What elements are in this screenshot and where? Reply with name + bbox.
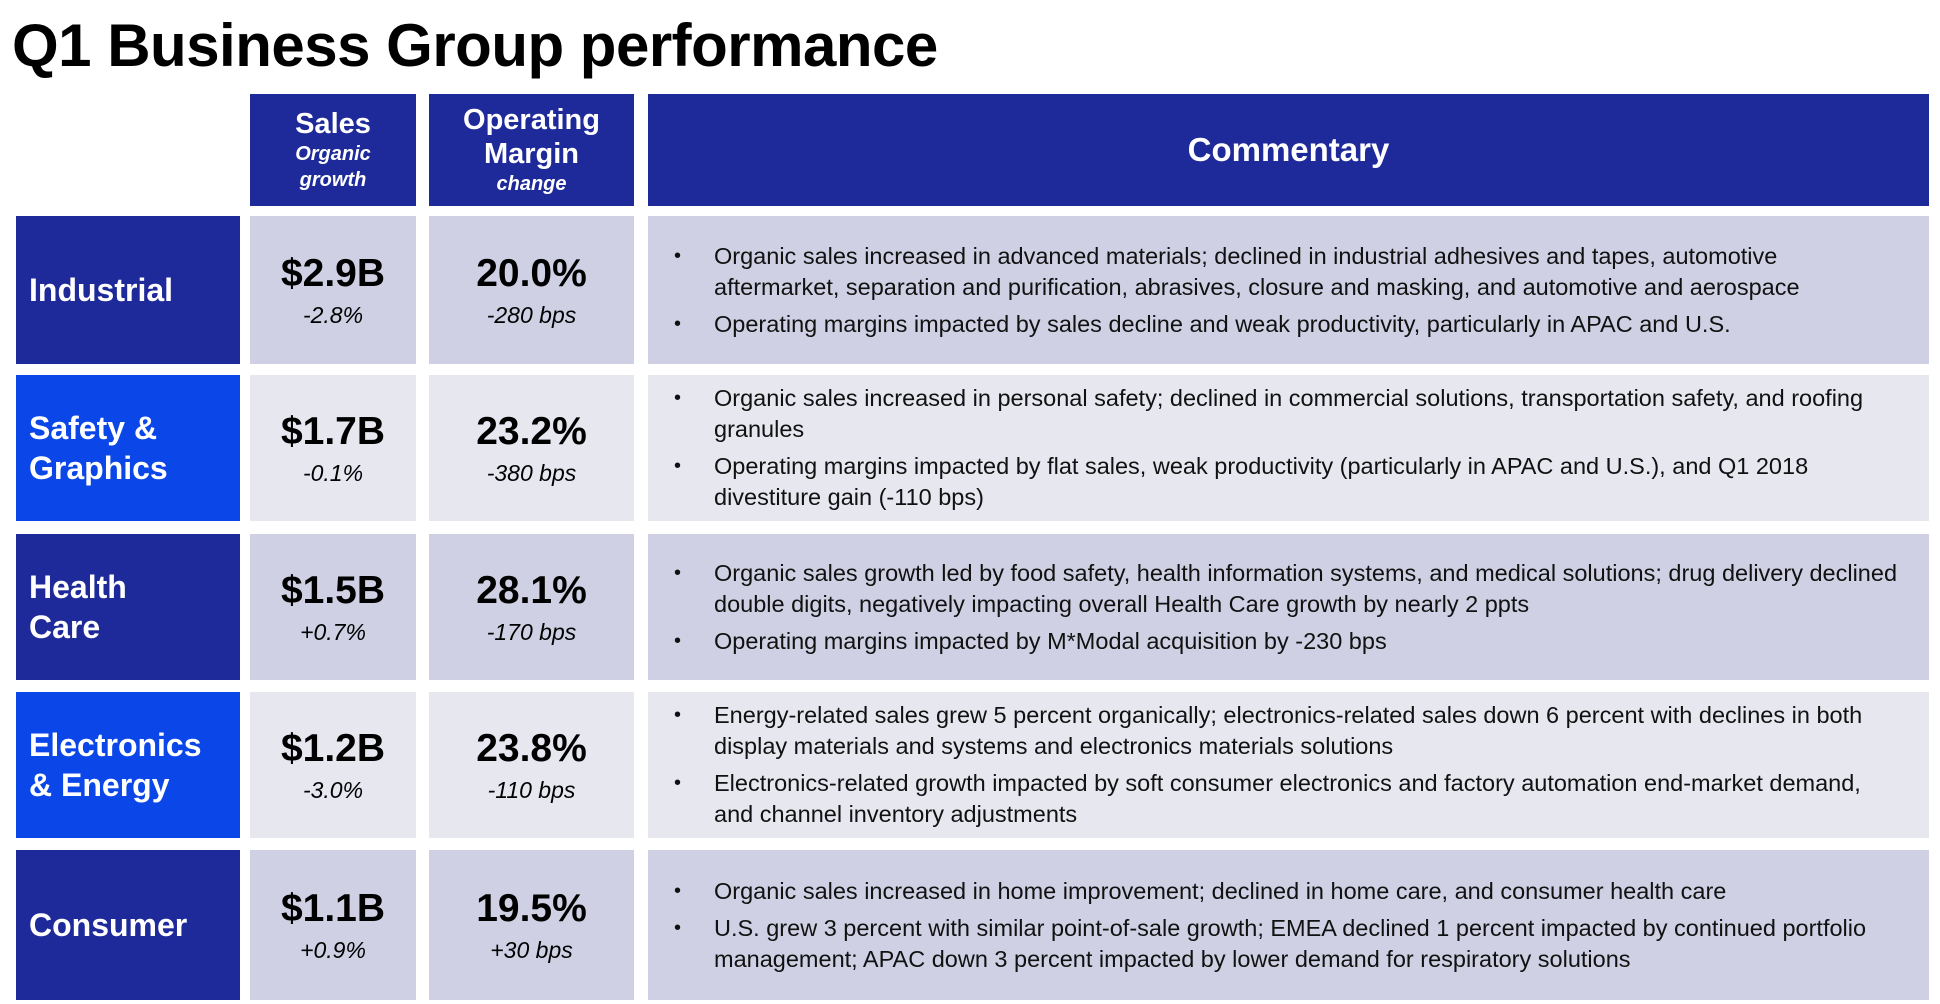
- segment-label-electronics-energy: Electronics & Energy: [16, 692, 240, 838]
- sales-cell: $2.9B -2.8%: [250, 216, 416, 364]
- header-sales-sub1: Organic: [295, 143, 371, 165]
- organic-growth: +0.7%: [300, 619, 366, 645]
- commentary-cell: Organic sales increased in home improvem…: [648, 850, 1929, 1000]
- segment-name-line1: Safety &: [29, 410, 158, 446]
- header-margin-label-1: Operating: [463, 104, 600, 136]
- margin-change: -280 bps: [486, 302, 577, 328]
- header-commentary-label: Commentary: [1187, 131, 1390, 168]
- commentary-bullet: Operating margins impacted by flat sales…: [674, 451, 1899, 513]
- commentary-list: Energy-related sales grew 5 percent orga…: [674, 694, 1899, 836]
- sales-value: $2.9B: [280, 252, 386, 295]
- commentary-bullet: Organic sales increased in advanced mate…: [674, 241, 1899, 303]
- margin-cell: 20.0% -280 bps: [429, 216, 634, 364]
- sales-cell: $1.1B +0.9%: [250, 850, 416, 1000]
- segment-label-industrial: Industrial: [16, 216, 240, 364]
- commentary-bullet: Organic sales growth led by food safety,…: [674, 558, 1899, 620]
- segment-name-line2: Care: [29, 609, 101, 645]
- segment-label-consumer: Consumer: [16, 850, 240, 1000]
- sales-cell: $1.7B -0.1%: [250, 375, 416, 521]
- segment-name-line2: Graphics: [29, 450, 168, 486]
- commentary-list: Organic sales increased in personal safe…: [674, 377, 1899, 519]
- margin-change: -380 bps: [486, 460, 577, 486]
- header-sales: Sales Organic growth: [250, 94, 416, 206]
- margin-value: 28.1%: [476, 569, 587, 612]
- segment-name-line1: Electronics: [29, 727, 202, 763]
- header-sales-sub2: growth: [299, 169, 367, 191]
- commentary-cell: Organic sales increased in personal safe…: [648, 375, 1929, 521]
- commentary-list: Organic sales increased in home improvem…: [674, 870, 1899, 981]
- margin-change: -110 bps: [487, 777, 576, 803]
- organic-growth: -2.8%: [302, 302, 364, 328]
- margin-value: 19.5%: [476, 887, 587, 930]
- commentary-cell: Organic sales growth led by food safety,…: [648, 534, 1929, 680]
- margin-change: -170 bps: [486, 619, 577, 645]
- sales-cell: $1.2B -3.0%: [250, 692, 416, 838]
- margin-cell: 23.8% -110 bps: [429, 692, 634, 838]
- segment-name-line2: & Energy: [29, 767, 170, 803]
- segment-name-line1: Industrial: [29, 272, 174, 308]
- sales-cell: $1.5B +0.7%: [250, 534, 416, 680]
- page-title: Q1 Business Group performance: [12, 12, 938, 79]
- segment-name-line1: Health: [29, 569, 127, 605]
- commentary-bullet: U.S. grew 3 percent with similar point-o…: [674, 913, 1899, 975]
- segment-label-safety-graphics: Safety & Graphics: [16, 375, 240, 521]
- organic-growth: -0.1%: [302, 460, 364, 486]
- header-operating-margin: Operating Margin change: [429, 94, 634, 206]
- margin-value: 23.8%: [476, 727, 587, 770]
- margin-value: 23.2%: [476, 410, 587, 453]
- commentary-cell: Organic sales increased in advanced mate…: [648, 216, 1929, 364]
- segment-label-health-care: Health Care: [16, 534, 240, 680]
- commentary-bullet: Electronics-related growth impacted by s…: [674, 768, 1899, 830]
- header-commentary: Commentary: [648, 94, 1929, 206]
- sales-value: $1.7B: [280, 410, 386, 453]
- sales-value: $1.1B: [280, 887, 386, 930]
- margin-cell: 23.2% -380 bps: [429, 375, 634, 521]
- organic-growth: +0.9%: [300, 937, 366, 963]
- header-margin-label-2: Margin: [483, 138, 580, 170]
- commentary-bullet: Operating margins impacted by M*Modal ac…: [674, 626, 1899, 657]
- commentary-bullet: Energy-related sales grew 5 percent orga…: [674, 700, 1899, 762]
- margin-value: 20.0%: [476, 252, 587, 295]
- margin-change: +30 bps: [490, 937, 573, 963]
- commentary-bullet: Organic sales increased in home improvem…: [674, 876, 1899, 907]
- header-sales-label: Sales: [295, 108, 371, 140]
- margin-cell: 28.1% -170 bps: [429, 534, 634, 680]
- commentary-cell: Energy-related sales grew 5 percent orga…: [648, 692, 1929, 838]
- commentary-bullet: Operating margins impacted by sales decl…: [674, 309, 1899, 340]
- margin-cell: 19.5% +30 bps: [429, 850, 634, 1000]
- organic-growth: -3.0%: [302, 777, 364, 803]
- commentary-bullet: Organic sales increased in personal safe…: [674, 383, 1899, 445]
- sales-value: $1.5B: [280, 569, 386, 612]
- commentary-list: Organic sales growth led by food safety,…: [674, 552, 1899, 663]
- commentary-list: Organic sales increased in advanced mate…: [674, 235, 1899, 346]
- segment-name-line1: Consumer: [29, 907, 188, 943]
- header-margin-sub: change: [496, 173, 567, 195]
- sales-value: $1.2B: [280, 727, 386, 770]
